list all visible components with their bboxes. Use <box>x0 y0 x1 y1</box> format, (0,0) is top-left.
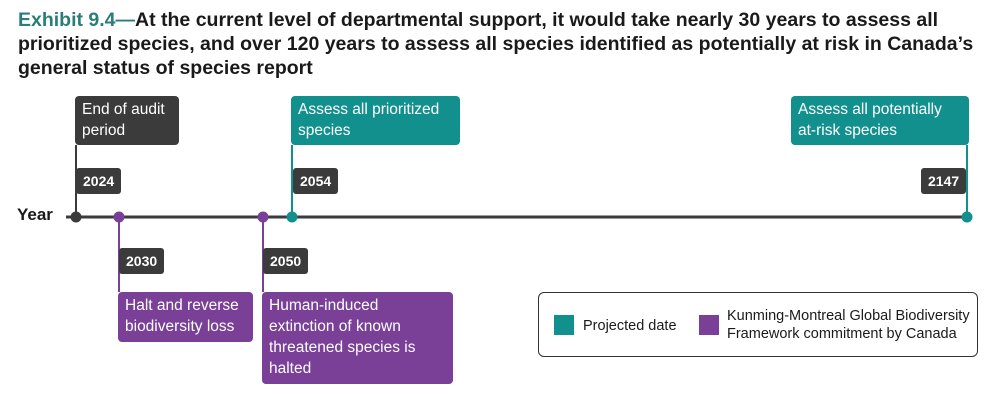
event-box-2054: Assess all prioritized species <box>291 96 460 145</box>
event-label-2054: Assess all prioritized species <box>298 101 440 139</box>
exhibit-title: Exhibit 9.4—At the current level of depa… <box>18 8 988 80</box>
year-tag-2054: 2054 <box>293 168 339 194</box>
exhibit-number: Exhibit 9.4 <box>18 9 116 31</box>
year-tag-2024: 2024 <box>76 168 122 194</box>
axis-label-year: Year <box>17 205 53 224</box>
event-label-2030: Halt and reverse biodiversity loss <box>125 297 239 335</box>
legend-swatch-commitment <box>699 315 719 335</box>
event-box-2024: End of audit period <box>75 96 179 145</box>
legend-label-commitment: Kunming-Montreal Global Biodiversity Fra… <box>727 308 970 342</box>
marker-2050 <box>257 211 269 223</box>
marker-2030 <box>113 211 125 223</box>
year-tag-2050: 2050 <box>263 248 309 274</box>
legend-label-projected: Projected date <box>583 318 677 334</box>
event-label-2147: Assess all potentially at-risk species <box>798 101 942 139</box>
event-box-2030: Halt and reverse biodiversity loss <box>118 292 253 342</box>
marker-2024 <box>70 211 82 223</box>
title-text: At the current level of departmental sup… <box>18 9 974 79</box>
title-dash: — <box>115 9 136 31</box>
year-tag-2147: 2147 <box>921 168 967 194</box>
marker-2147 <box>961 211 973 223</box>
legend: Projected date Kunming-Montreal Global B… <box>538 292 978 357</box>
event-box-2050: Human-induced extinction of known threat… <box>262 292 453 384</box>
event-box-2147: Assess all potentially at-risk species <box>791 96 969 145</box>
year-tag-2030: 2030 <box>119 248 165 274</box>
legend-swatch-projected <box>554 315 574 335</box>
event-label-2024: End of audit period <box>82 101 165 139</box>
marker-2054 <box>286 211 298 223</box>
event-label-2050: Human-induced extinction of known threat… <box>269 297 416 377</box>
